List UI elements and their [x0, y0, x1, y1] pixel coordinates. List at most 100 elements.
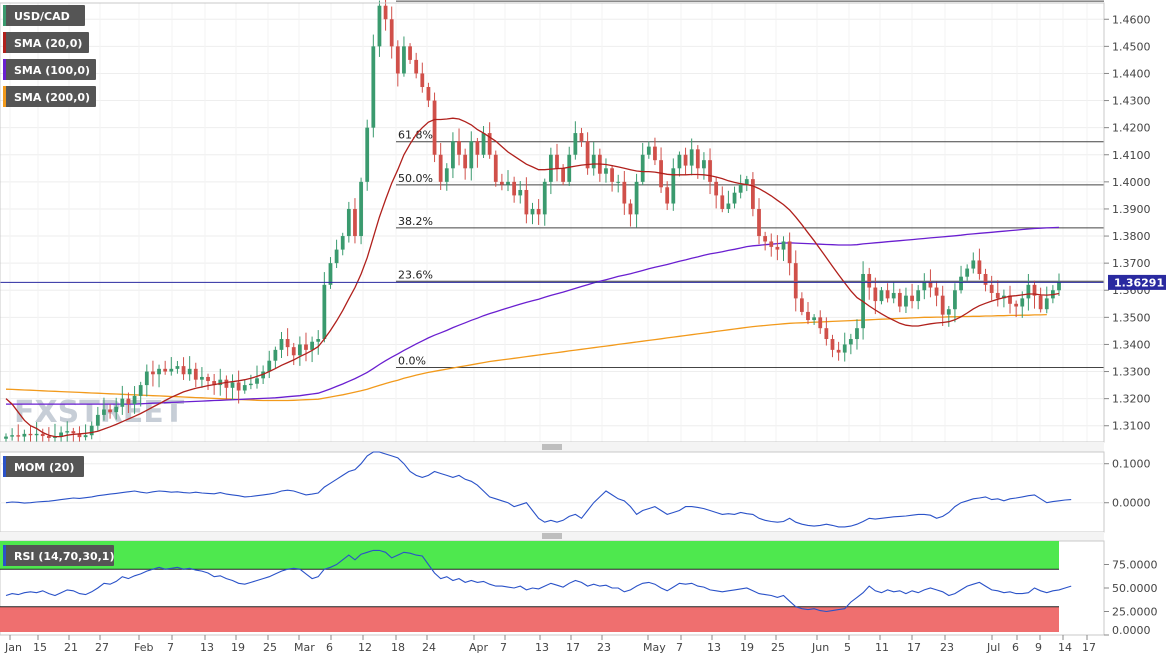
candle-body: [867, 273, 872, 288]
candle-body: [493, 154, 498, 182]
candle-body: [818, 317, 823, 329]
candle: [671, 158, 676, 211]
candle-body: [769, 241, 774, 247]
candle-body: [481, 133, 486, 155]
candle: [751, 172, 755, 217]
candle: [475, 137, 480, 168]
candle-body: [4, 436, 8, 439]
candle-body: [304, 344, 308, 350]
legend-sma200-tag[interactable]: SMA (200,0): [3, 86, 96, 107]
candle: [89, 421, 94, 440]
candle-body: [653, 146, 657, 161]
candle: [726, 190, 731, 214]
candle: [610, 165, 614, 192]
candle-body: [934, 287, 939, 296]
candle-body: [359, 181, 363, 237]
candle: [438, 142, 443, 190]
candle-body: [744, 179, 749, 185]
sma100-line: [6, 226, 1060, 405]
candle: [506, 170, 510, 192]
candle: [953, 283, 957, 323]
candle-body: [334, 249, 339, 264]
candle: [781, 236, 786, 261]
candle: [1014, 300, 1019, 318]
candle-body: [157, 368, 161, 375]
candle: [891, 282, 896, 304]
svg-text:SMA (200,0): SMA (200,0): [14, 91, 90, 104]
candle-body: [855, 328, 859, 340]
rsi-tick-label: 75.0000: [1112, 559, 1158, 572]
candle: [989, 275, 994, 301]
legend-sma100-tag[interactable]: SMA (100,0): [3, 59, 96, 80]
candle: [359, 177, 363, 245]
candle: [518, 181, 523, 204]
candle-body: [151, 371, 155, 375]
candle-body: [506, 181, 510, 185]
candle: [28, 425, 33, 442]
candle-body: [132, 395, 137, 405]
fibonacci-label: 50.0%: [398, 172, 433, 185]
sma100-series: [6, 226, 1060, 405]
panel-resize-handle-1[interactable]: [0, 442, 1104, 452]
candle: [867, 267, 872, 300]
candle: [677, 151, 682, 177]
candle-body: [144, 371, 149, 386]
candle-body: [200, 376, 204, 380]
legend-sma20-tag[interactable]: SMA (20,0): [3, 32, 89, 53]
candle: [224, 375, 229, 400]
time-tick-label: 13: [200, 641, 214, 654]
candle: [836, 341, 841, 361]
candle: [187, 356, 192, 381]
mom-axis: 0.1000 0.0000: [1104, 458, 1151, 510]
candle: [383, 0, 388, 31]
candle: [830, 334, 835, 358]
candle-body: [53, 436, 57, 438]
candle-body: [585, 141, 590, 169]
panel-resize-handle-2[interactable]: [0, 532, 1104, 541]
candle: [567, 146, 572, 186]
candle: [1038, 287, 1043, 313]
candle-body: [444, 168, 449, 182]
candle-body: [175, 366, 180, 369]
legend-symbol-tag[interactable]: USD/CAD: [3, 5, 85, 26]
candle-body: [193, 368, 198, 380]
candle: [108, 404, 112, 419]
time-tick-label: 13: [535, 641, 549, 654]
candle: [291, 342, 296, 366]
legend-mom-tag[interactable]: MOM (20): [3, 456, 84, 477]
price-tick-label: 1.4600: [1112, 13, 1151, 26]
candle-body: [438, 154, 443, 182]
price-tick-label: 1.4100: [1112, 149, 1151, 162]
candle: [628, 199, 633, 227]
candle: [965, 264, 970, 281]
candle: [995, 280, 1000, 307]
candle-body: [799, 298, 804, 312]
candle: [922, 273, 927, 300]
candle-body: [402, 46, 406, 74]
sma20-line: [5, 117, 1060, 438]
time-tick-label: 19: [740, 641, 754, 654]
candle-body: [561, 168, 565, 182]
candle: [163, 360, 168, 375]
candle-body: [1057, 282, 1061, 291]
candle: [114, 397, 119, 420]
svg-text:1.36291: 1.36291: [1114, 276, 1164, 289]
candle: [653, 137, 657, 166]
time-tick-label: 14: [1058, 641, 1072, 654]
candle: [579, 127, 584, 147]
candle: [10, 428, 15, 441]
legend-rsi-tag[interactable]: RSI (14,70,30,1): [3, 545, 114, 566]
price-axis: 1.4600 1.4500 1.4400 1.4300 1.4200 1.4100 1.40…: [1104, 13, 1151, 433]
candle-body: [965, 268, 970, 277]
price-panel-background: [0, 0, 1104, 442]
svg-text:MOM (20): MOM (20): [14, 461, 74, 474]
rsi-axis: 75.0000 50.0000 25.0000 0.0000: [1104, 559, 1158, 637]
candle: [732, 186, 737, 209]
candle: [708, 148, 712, 195]
candle-body: [163, 368, 168, 372]
sma200-line: [5, 313, 1047, 402]
candle: [793, 250, 798, 312]
time-tick-label: Apr: [469, 641, 489, 654]
candle: [916, 285, 921, 310]
candle-body: [108, 409, 112, 413]
